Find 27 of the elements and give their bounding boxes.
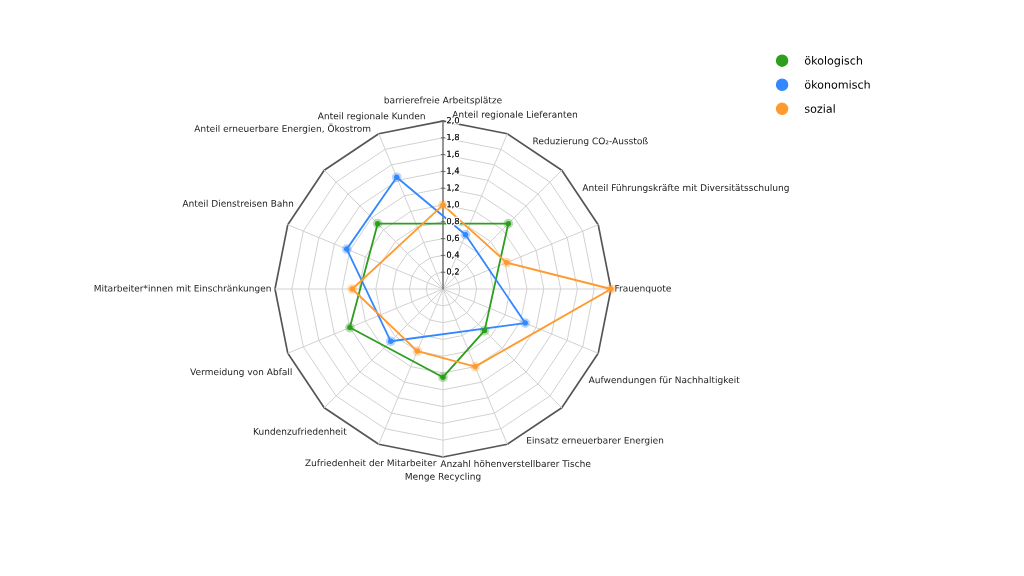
legend-label: sozial: [804, 104, 835, 113]
spoke-label: Einsatz erneuerbarer Energien: [527, 436, 664, 446]
y-tick-label: 1,0: [447, 201, 460, 209]
y-tick-label: 1,6: [447, 150, 460, 158]
spoke-label: Kundenzufriedenheit: [253, 427, 347, 435]
spoke-label: Reduzierung CO₂-Ausstoß: [533, 137, 648, 147]
spoke-label: barrierefreie Arbeitsplätze: [384, 96, 502, 106]
y-tick-label: 0,2: [446, 268, 459, 276]
spoke-label: Anteil regionale Kunden: [317, 112, 425, 122]
spoke-label: Frauenquote: [615, 284, 671, 294]
spoke-label: Zufriedenheit der Mitarbeiter: [305, 459, 437, 467]
spoke-label: Vermeidung von Abfall: [190, 368, 292, 377]
legend-label: ökologisch: [804, 56, 862, 67]
y-tick-label: 1,8: [447, 133, 460, 142]
y-tick-label: 1,2: [447, 184, 459, 192]
legend-label: ökonomisch: [804, 80, 870, 89]
y-tick-label: 1,4: [447, 167, 460, 175]
spoke-label: Aufwendungen für Nachhaltigkeit: [588, 376, 740, 385]
y-tick-label: 0,6: [446, 234, 460, 242]
spoke-label: Mitarbeiter*innen mit Einschränkungen: [94, 284, 271, 294]
y-tick-label: 0,4: [446, 251, 460, 259]
spoke-label: Anzahl höhenverstellbarer Tische: [440, 460, 591, 468]
spoke-label: Anteil Führungskräfte mit Diversitätsschulung: [582, 184, 789, 193]
spoke-label: Anteil erneuerbare Energien, Ökostrom: [194, 123, 371, 134]
spoke-label: Anteil Dienstreisen Bahn: [182, 199, 294, 207]
y-tick-label: 2,0: [446, 117, 460, 125]
spoke-label: Menge Recycling: [405, 472, 481, 482]
